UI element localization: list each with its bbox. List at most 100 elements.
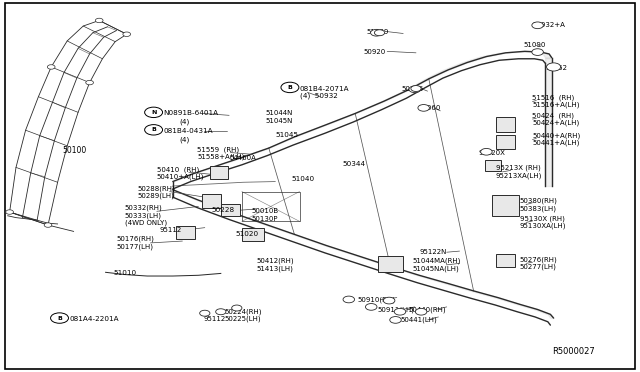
Text: 50010B: 50010B — [252, 208, 278, 214]
Circle shape — [390, 317, 401, 323]
Text: 95130XA(LH): 95130XA(LH) — [520, 223, 566, 230]
Text: B: B — [57, 315, 62, 321]
Text: 51044N: 51044N — [266, 110, 293, 116]
Bar — [242, 228, 264, 241]
Circle shape — [415, 308, 427, 315]
Text: 081B4-0431A: 081B4-0431A — [163, 128, 213, 134]
Text: 50177(LH): 50177(LH) — [116, 243, 154, 250]
Bar — [496, 254, 515, 267]
Text: 50410  (RH): 50410 (RH) — [157, 166, 199, 173]
Circle shape — [532, 49, 543, 55]
Text: 50228: 50228 — [211, 207, 234, 213]
Circle shape — [481, 148, 492, 155]
Text: 51044MA(RH): 51044MA(RH) — [413, 258, 461, 264]
Circle shape — [365, 304, 377, 310]
Text: 95213X (RH): 95213X (RH) — [496, 165, 541, 171]
Bar — [496, 135, 515, 149]
Text: 50332(RH): 50332(RH) — [125, 205, 163, 211]
Text: 50424+A(LH): 50424+A(LH) — [532, 119, 580, 126]
Circle shape — [95, 18, 103, 23]
Text: (4): (4) — [179, 119, 189, 125]
Text: 50440+A(RH): 50440+A(RH) — [532, 132, 580, 139]
Text: 50176(RH): 50176(RH) — [116, 236, 154, 243]
Text: B: B — [151, 127, 156, 132]
Text: (4WD ONLY): (4WD ONLY) — [125, 219, 167, 226]
Circle shape — [232, 305, 242, 311]
Circle shape — [409, 86, 420, 93]
Circle shape — [547, 63, 561, 71]
Circle shape — [548, 64, 559, 70]
Bar — [176, 226, 195, 239]
Circle shape — [216, 309, 226, 315]
Text: 50911(LH): 50911(LH) — [378, 306, 415, 313]
Circle shape — [418, 105, 429, 111]
Circle shape — [47, 65, 55, 69]
Text: 51045N: 51045N — [266, 118, 293, 124]
Text: 51558+A(LH): 51558+A(LH) — [197, 154, 244, 160]
Text: 50100: 50100 — [63, 146, 87, 155]
Text: 51060: 51060 — [419, 105, 441, 111]
Text: 51516+A(LH): 51516+A(LH) — [532, 102, 580, 108]
Text: 51040: 51040 — [291, 176, 314, 182]
Bar — [221, 204, 240, 216]
Text: 51090: 51090 — [524, 42, 546, 48]
Text: 50277(LH): 50277(LH) — [520, 264, 557, 270]
Text: 50225(LH): 50225(LH) — [224, 316, 260, 323]
Bar — [496, 117, 515, 132]
Text: 50410+A(LH): 50410+A(LH) — [157, 174, 204, 180]
Text: 51020: 51020 — [236, 231, 259, 237]
Bar — [210, 166, 228, 179]
Text: 51516  (RH): 51516 (RH) — [532, 94, 575, 101]
Text: 50380(RH): 50380(RH) — [520, 198, 557, 204]
Text: 50130P: 50130P — [252, 216, 278, 222]
Circle shape — [6, 210, 13, 214]
Text: 50486: 50486 — [402, 86, 424, 92]
Bar — [485, 160, 501, 171]
Circle shape — [383, 297, 395, 304]
Text: 50440(RH): 50440(RH) — [408, 306, 446, 313]
Text: 54460A: 54460A — [229, 155, 256, 161]
Circle shape — [44, 223, 52, 227]
Bar — [492, 195, 519, 216]
Circle shape — [343, 296, 355, 303]
Text: 95122N: 95122N — [419, 249, 447, 255]
Text: N0891B-6401A: N0891B-6401A — [163, 110, 218, 116]
Text: (4)  50932: (4) 50932 — [300, 93, 337, 99]
Text: 95112: 95112 — [160, 227, 182, 233]
Text: (4): (4) — [179, 136, 189, 143]
Text: 95213XA(LH): 95213XA(LH) — [496, 172, 542, 179]
Text: 51045NA(LH): 51045NA(LH) — [413, 265, 460, 272]
Circle shape — [86, 80, 93, 85]
Text: N: N — [151, 110, 156, 115]
Text: 51045: 51045 — [275, 132, 298, 138]
Circle shape — [374, 30, 385, 36]
Text: 50289(LH): 50289(LH) — [138, 193, 175, 199]
Text: 51010: 51010 — [114, 270, 137, 276]
Text: B: B — [287, 85, 292, 90]
Circle shape — [123, 32, 131, 36]
Text: 50276(RH): 50276(RH) — [520, 256, 557, 263]
Text: 51413(LH): 51413(LH) — [256, 265, 293, 272]
Circle shape — [394, 308, 406, 315]
Text: 95252: 95252 — [546, 65, 568, 71]
Text: 50441(LH): 50441(LH) — [400, 317, 436, 323]
Text: 95220X: 95220X — [479, 150, 506, 155]
Text: 081A4-2201A: 081A4-2201A — [69, 316, 119, 322]
Text: 51559  (RH): 51559 (RH) — [197, 146, 239, 153]
Text: 95130X (RH): 95130X (RH) — [520, 215, 564, 222]
Bar — [378, 256, 403, 272]
Text: 50441+A(LH): 50441+A(LH) — [532, 140, 580, 147]
Text: 95112: 95112 — [204, 316, 226, 322]
Text: 50224(RH): 50224(RH) — [224, 308, 262, 315]
Text: 50412(RH): 50412(RH) — [256, 258, 294, 264]
Circle shape — [200, 310, 210, 316]
Text: 50383(LH): 50383(LH) — [520, 205, 557, 212]
Text: 50424  (RH): 50424 (RH) — [532, 112, 575, 119]
Text: 50333(LH): 50333(LH) — [125, 212, 162, 219]
Circle shape — [532, 22, 543, 29]
Circle shape — [411, 86, 421, 92]
Text: 081B4-2071A: 081B4-2071A — [300, 86, 349, 92]
Text: 50932+A: 50932+A — [532, 22, 565, 28]
Text: R5000027: R5000027 — [552, 347, 595, 356]
Text: 51089: 51089 — [366, 29, 388, 35]
